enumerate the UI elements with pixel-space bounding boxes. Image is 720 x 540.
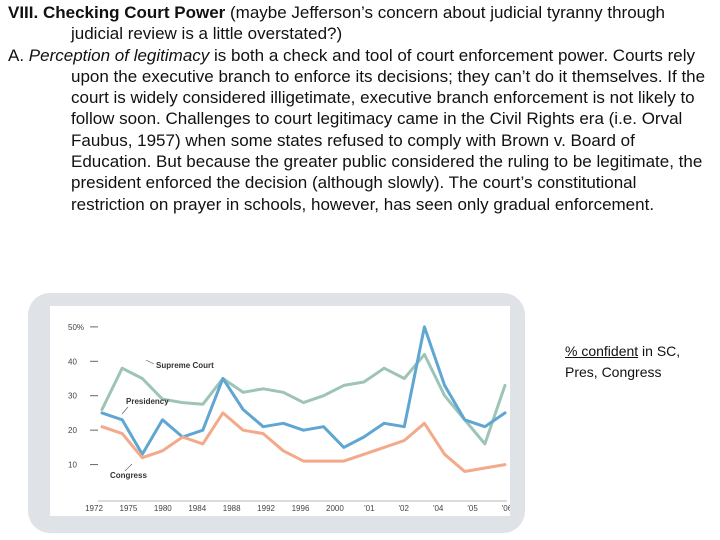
- caption-underlined: % confident: [565, 343, 639, 359]
- y-tick-label: 30: [68, 392, 77, 401]
- presidency-label: Presidency: [126, 397, 169, 406]
- congress-label: Congress: [110, 471, 147, 480]
- section-title: Checking Court Power: [42, 3, 226, 22]
- y-tick-label: 50%: [68, 323, 84, 332]
- congress-line: [100, 411, 507, 473]
- x-tick-label: 2000: [326, 504, 344, 513]
- x-tick-label: 1975: [120, 504, 138, 513]
- point-a-body: is both a check and tool of court enforc…: [71, 45, 706, 214]
- supreme-court-label: Supreme Court: [156, 361, 214, 370]
- x-tick-label: 1992: [257, 504, 275, 513]
- point-a-letter: A.: [8, 45, 25, 65]
- section-heading: VIII. Checking Court Power (maybe Jeffer…: [8, 2, 714, 45]
- x-tick-label: 1996: [292, 504, 310, 513]
- section-subtitle: (maybe Jefferson’s concern about judicia…: [71, 3, 666, 44]
- x-tick-label: 1988: [223, 504, 241, 513]
- chart-background: [50, 306, 510, 516]
- x-tick-label: '04: [433, 504, 444, 513]
- caption-rest: in SC, Pres, Congress: [565, 343, 681, 380]
- x-tick-label: 1984: [188, 504, 206, 513]
- x-tick-label: '05: [467, 504, 478, 513]
- chart-caption: % confident in SC, Pres, Congress: [565, 341, 715, 383]
- supreme-court-leader: [145, 359, 155, 365]
- x-tick-label: '01: [364, 504, 375, 513]
- y-tick-label: 40: [68, 357, 77, 366]
- confidence-line-chart: 50% 40 30 20 10 1972 1975 1980 1984 1988 1992 1996 2…: [68, 323, 510, 513]
- slide-text: VIII. Checking Court Power (maybe Jeffer…: [8, 2, 714, 215]
- x-tick-label: 1980: [154, 504, 172, 513]
- x-tick-label: '06: [502, 504, 510, 513]
- section-numeral: VIII.: [8, 3, 39, 22]
- presidency-leader: [121, 406, 129, 415]
- x-tick-label: 1972: [85, 504, 103, 513]
- point-a-term: Perception of legitimacy: [28, 45, 210, 65]
- y-tick-label: 20: [68, 426, 77, 435]
- point-a: A. Perception of legitimacy is both a ch…: [8, 45, 714, 215]
- congress-leader: [124, 463, 133, 472]
- presidency-line: [100, 325, 507, 456]
- supreme-court-line: [100, 352, 507, 446]
- x-tick-label: '02: [399, 504, 410, 513]
- y-tick-label: 10: [68, 461, 77, 470]
